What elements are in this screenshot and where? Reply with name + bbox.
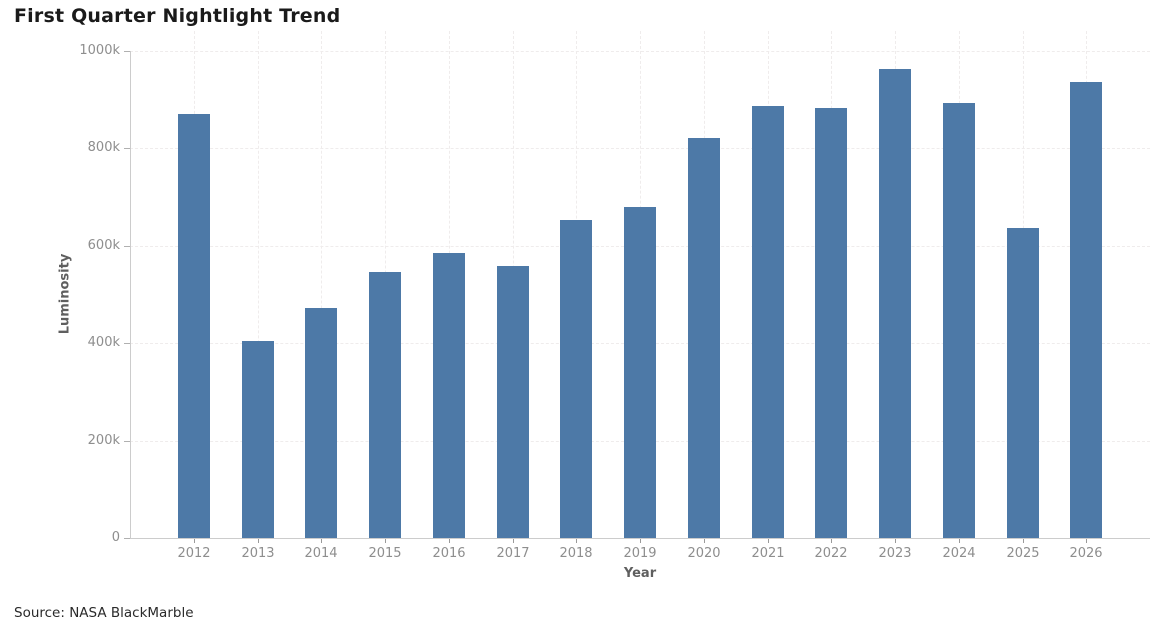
x-tick-label: 2024 — [942, 546, 976, 561]
y-axis-tick — [124, 148, 130, 150]
y-axis-title: Luminosity — [57, 253, 73, 335]
x-axis-line — [130, 538, 1150, 539]
bar-2014 — [305, 308, 337, 538]
bar-2019 — [624, 207, 656, 538]
x-tick-label: 2021 — [751, 546, 785, 561]
y-tick-label: 1000k — [79, 43, 120, 58]
y-tick-label: 200k — [87, 432, 120, 448]
bar-2021 — [752, 106, 784, 538]
x-tick-label: 2012 — [177, 546, 211, 561]
x-axis-tick — [1023, 538, 1024, 543]
y-tick-label: 600k — [87, 237, 120, 253]
x-axis-tick — [258, 538, 259, 543]
x-axis-title: Year — [623, 566, 657, 581]
x-tick-label: 2022 — [814, 546, 848, 561]
y-tick-label: 400k — [87, 335, 120, 351]
y-axis-line — [130, 51, 131, 538]
x-tick-label: 2015 — [368, 546, 402, 561]
x-tick-label: 2020 — [687, 546, 721, 561]
x-axis-tick — [449, 538, 450, 543]
x-axis-tick — [831, 538, 832, 543]
x-tick-label: 2014 — [304, 546, 338, 561]
bar-2015 — [369, 272, 401, 538]
x-axis-tick — [704, 538, 705, 543]
x-axis-tick — [959, 538, 960, 543]
x-axis-tick — [640, 538, 641, 543]
v-gridline — [321, 31, 323, 538]
x-axis-tick — [1086, 538, 1087, 543]
y-axis-tick — [124, 245, 130, 247]
bar-2025 — [1007, 228, 1039, 538]
x-axis-tick — [895, 538, 896, 543]
x-axis-tick — [385, 538, 386, 543]
bar-2022 — [815, 108, 847, 538]
bar-2024 — [943, 103, 975, 538]
bar-2020 — [688, 138, 720, 538]
bar-2023 — [879, 69, 911, 538]
y-axis-tick — [124, 538, 130, 539]
x-tick-label: 2025 — [1006, 546, 1040, 561]
x-axis-tick — [194, 538, 195, 543]
v-gridline — [257, 31, 259, 538]
bar-2016 — [433, 253, 465, 538]
y-axis-tick — [124, 51, 130, 52]
y-axis-tick — [124, 343, 130, 345]
x-tick-label: 2018 — [559, 546, 593, 561]
bar-2018 — [560, 220, 592, 538]
x-tick-label: 2023 — [878, 546, 912, 561]
bar-2026 — [1070, 82, 1102, 538]
x-tick-label: 2013 — [241, 546, 275, 561]
source-annotation: Source: NASA BlackMarble — [14, 605, 194, 621]
x-axis-tick — [576, 538, 577, 543]
y-tick-label: 800k — [87, 140, 120, 156]
x-tick-label: 2026 — [1069, 546, 1103, 561]
x-axis-tick — [513, 538, 514, 543]
y-axis-tick — [124, 440, 130, 442]
x-tick-label: 2019 — [623, 546, 657, 561]
x-axis-tick — [321, 538, 322, 543]
bar-2012 — [178, 114, 210, 538]
x-axis-tick — [768, 538, 769, 543]
chart-title: First Quarter Nightlight Trend — [14, 5, 341, 27]
bar-2013 — [242, 341, 274, 538]
bar-2017 — [497, 266, 529, 538]
x-tick-label: 2016 — [432, 546, 466, 561]
x-tick-label: 2017 — [496, 546, 530, 561]
y-tick-label: 0 — [111, 530, 120, 545]
